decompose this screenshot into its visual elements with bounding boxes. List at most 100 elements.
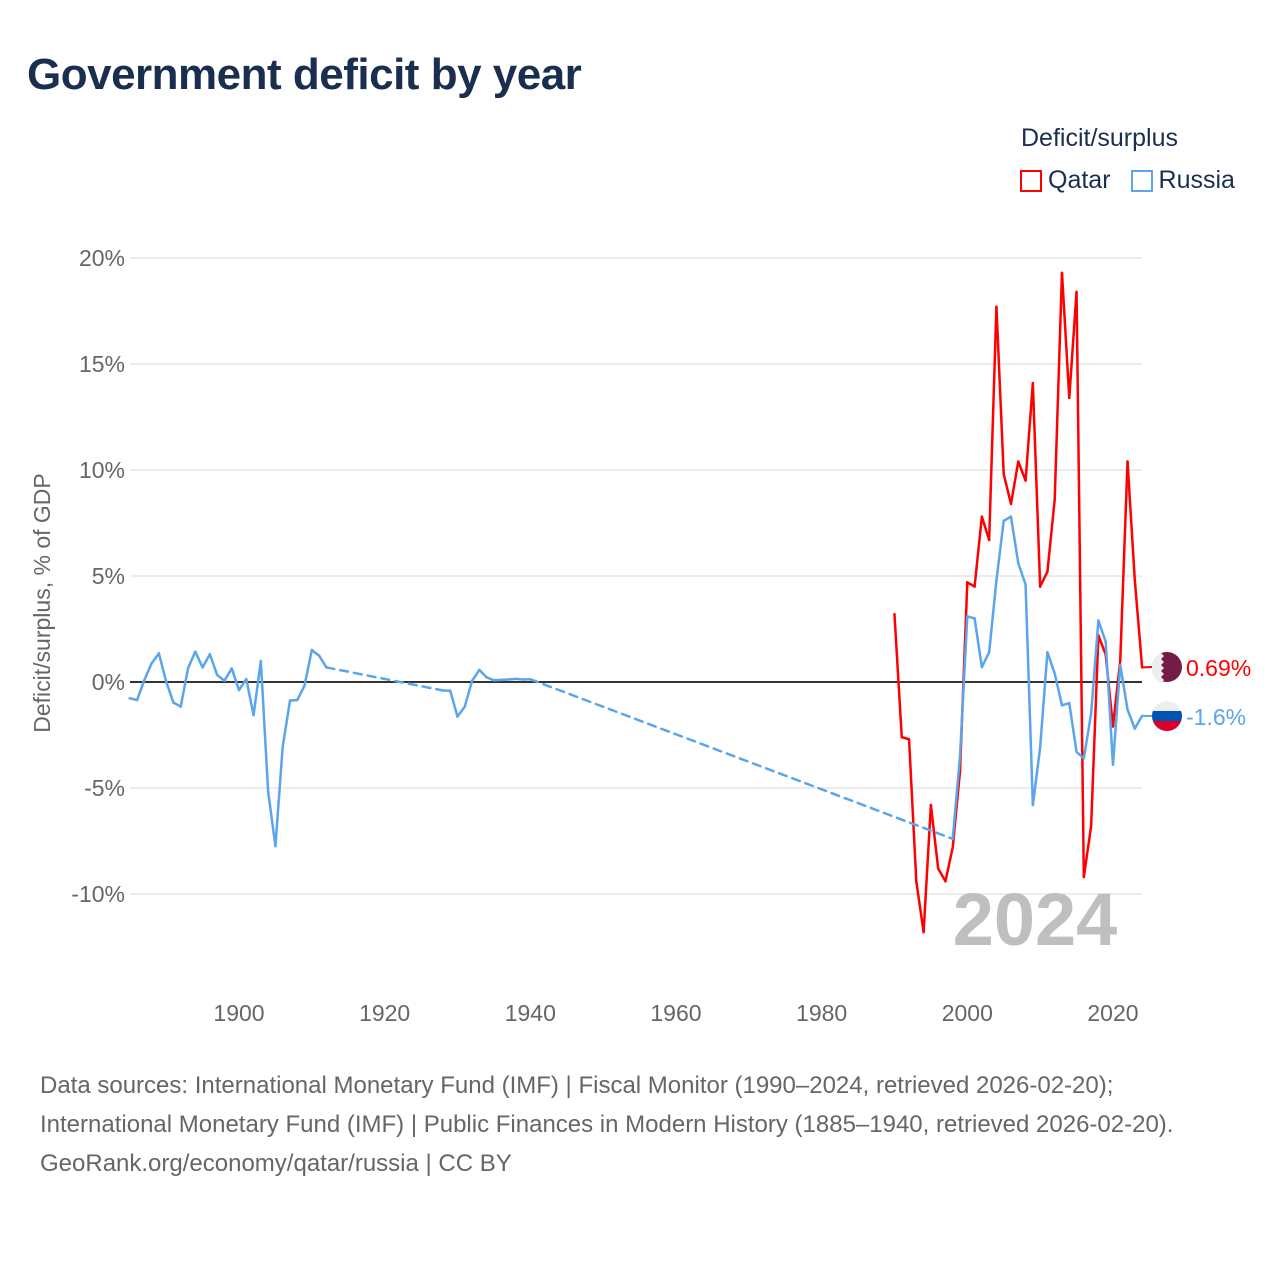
series-segment-russia — [1126, 708, 1137, 730]
y-tick-label: 0% — [92, 669, 125, 695]
series-segment-russia — [274, 745, 284, 848]
series-segment-qatar — [1126, 460, 1137, 582]
series-segment-russia — [303, 648, 314, 687]
series-segment-qatar — [893, 612, 904, 739]
series-segment-qatar — [980, 515, 991, 542]
series-gap-segment-russia — [325, 666, 445, 692]
series-segment-russia — [1089, 619, 1100, 716]
series-segment-russia — [1009, 515, 1020, 565]
series-segment-russia — [252, 659, 263, 717]
series-segment-qatar — [995, 305, 1005, 476]
series-segment-qatar — [1075, 290, 1086, 879]
series-segment-qatar — [944, 846, 954, 883]
y-tick-label: 10% — [79, 457, 125, 483]
series-segment-qatar — [1046, 498, 1056, 574]
legend-label: Qatar — [1048, 166, 1111, 194]
footer: Data sources: International Monetary Fun… — [40, 1066, 1240, 1183]
legend-swatch-qatar — [1020, 169, 1042, 192]
series-segment-russia — [223, 667, 233, 682]
x-tick-label: 1940 — [505, 1000, 556, 1026]
series-segment-qatar — [929, 803, 940, 870]
series-segment-qatar — [1082, 824, 1093, 879]
series-segment-russia — [980, 651, 991, 669]
series-segment-qatar — [1038, 570, 1049, 588]
series-segment-qatar — [1009, 460, 1020, 506]
series-segment-russia — [245, 677, 255, 717]
series-segment-russia — [1017, 562, 1027, 586]
series-segment-qatar — [1089, 634, 1100, 828]
series-segment-russia — [186, 650, 197, 670]
russia-flag-red-band — [1152, 721, 1182, 731]
legend-item-russia[interactable]: Russia — [1130, 166, 1235, 195]
series-segment-russia — [973, 617, 984, 669]
series-segment-qatar — [907, 737, 918, 883]
x-tick-label: 1980 — [796, 1000, 847, 1026]
series-segment-russia — [958, 615, 969, 758]
series-segment-russia — [317, 654, 328, 669]
series-segment-russia — [1053, 672, 1064, 707]
series-segment-russia — [157, 652, 168, 683]
series-segment-qatar — [987, 305, 998, 542]
series-segment-russia — [201, 652, 212, 669]
series-segment-russia — [478, 668, 488, 679]
y-tick-label: -5% — [84, 775, 125, 801]
series-segment-russia — [1104, 640, 1115, 766]
series-segment-russia — [1060, 701, 1071, 707]
legend-title: Deficit/surplus — [1021, 124, 1178, 152]
credit-link[interactable]: GeoRank.org/economy/qatar/russia | CC BY — [40, 1150, 512, 1177]
series-segment-qatar — [1133, 578, 1144, 669]
series-segment-qatar — [973, 515, 984, 588]
series-segment-russia — [456, 705, 467, 718]
series-segment-russia — [215, 673, 226, 682]
series-segment-russia — [463, 679, 474, 708]
year-label: 2024 — [953, 878, 1118, 961]
series-segment-qatar — [1060, 271, 1071, 400]
series-segment-russia — [266, 790, 277, 848]
x-tick-label: 1900 — [213, 1000, 264, 1026]
series-segment-russia — [995, 519, 1005, 582]
series-segment-russia — [237, 677, 248, 692]
series-segment-russia — [179, 667, 190, 708]
x-tick-label: 1960 — [650, 1000, 701, 1026]
series-segment-russia — [164, 680, 175, 704]
series-segment-qatar — [1053, 271, 1064, 501]
series-segment-qatar — [1031, 381, 1042, 588]
series-segment-russia — [310, 648, 321, 657]
data-sources: Data sources: International Monetary Fun… — [40, 1072, 1174, 1138]
legend-swatch-russia — [1130, 169, 1153, 192]
legend-item-qatar[interactable]: Qatar — [1020, 166, 1111, 195]
series-segment-qatar — [1118, 460, 1129, 663]
series-segment-russia — [259, 659, 270, 793]
series-segment-russia — [1075, 750, 1086, 760]
end-value-label-qatar: 0.69% — [1186, 655, 1251, 681]
series-segment-russia — [208, 652, 219, 677]
x-tick-label: 2020 — [1087, 1000, 1138, 1026]
end-value-label-russia: -1.6% — [1186, 704, 1246, 730]
series-segment-russia — [1082, 712, 1093, 760]
series-segment-russia — [150, 652, 161, 665]
y-axis-label: Deficit/surplus, % of GDP — [29, 473, 55, 732]
series-segment-russia — [966, 615, 976, 620]
series-segment-russia — [987, 578, 998, 654]
y-tick-label: -10% — [71, 881, 125, 907]
series-segment-russia — [1133, 714, 1144, 730]
legend: Qatar Russia — [1020, 166, 1255, 195]
series-segment-qatar — [936, 867, 947, 883]
series-segment-russia — [485, 676, 496, 682]
series-segment-russia — [1111, 663, 1122, 766]
series-segment-russia — [143, 662, 153, 682]
series-gap-segment-russia — [529, 677, 954, 841]
series-segment-qatar — [1068, 290, 1078, 400]
series-segment-russia — [1068, 701, 1078, 754]
series-segment-russia — [281, 699, 292, 748]
y-tick-label: 5% — [92, 563, 125, 589]
series-segment-qatar — [1017, 460, 1027, 482]
series-segment-russia — [135, 678, 146, 702]
series-segment-qatar — [922, 803, 933, 934]
series-segment-qatar — [966, 581, 976, 588]
russia-flag-icon — [1152, 701, 1182, 711]
qatar-flag-white-band — [1151, 653, 1164, 683]
x-tick-label: 2000 — [942, 1000, 993, 1026]
series-segment-russia — [448, 689, 459, 718]
